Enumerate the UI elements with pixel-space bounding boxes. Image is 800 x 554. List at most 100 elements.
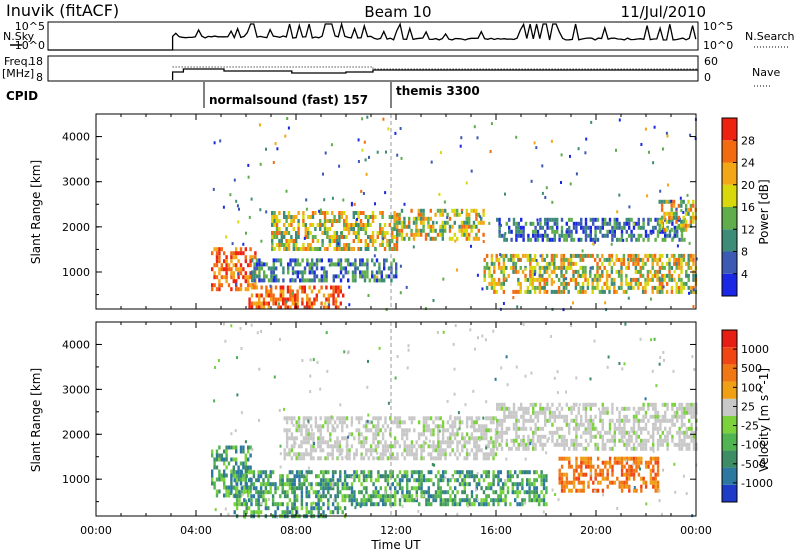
echo-cell — [451, 502, 454, 507]
echo-cell — [553, 261, 556, 266]
echo-cell — [623, 225, 626, 230]
echo-cell — [323, 247, 327, 251]
echo-cell — [331, 219, 334, 223]
echo-cell — [565, 438, 568, 443]
echo-cell — [311, 235, 315, 239]
echo-cell — [490, 253, 494, 258]
echo-cell — [274, 285, 278, 290]
echo-cell — [680, 418, 684, 423]
echo-cell — [535, 486, 538, 491]
echo-cell — [215, 449, 219, 454]
echo-cell — [410, 494, 414, 499]
echo-cell — [359, 270, 362, 275]
echo-cell — [675, 257, 678, 262]
echo-cell — [442, 470, 445, 475]
echo-cell — [425, 502, 428, 507]
echo-cell — [383, 231, 387, 235]
echo-cell — [258, 270, 261, 275]
echo-cell — [482, 452, 486, 457]
echo-cell — [494, 452, 498, 457]
echo-cell — [427, 502, 430, 507]
echo-cell — [591, 289, 594, 294]
echo-cell — [572, 438, 576, 443]
echo-cell — [625, 446, 628, 451]
echo-cell — [382, 474, 385, 479]
echo-cell — [524, 442, 528, 447]
echo-cell — [668, 233, 672, 238]
echo-cell — [410, 486, 414, 491]
echo-cell — [279, 337, 281, 341]
echo-cell — [656, 410, 660, 415]
echo-cell — [493, 285, 496, 290]
echo-cell — [432, 224, 435, 229]
echo-cell — [568, 464, 571, 469]
echo-cell — [644, 438, 648, 443]
echo-cell — [659, 418, 662, 423]
echo-cell — [405, 285, 408, 289]
echo-cell — [385, 150, 387, 154]
echo-cell — [336, 416, 339, 421]
echo-cell — [298, 285, 302, 290]
echo-cell — [390, 270, 393, 275]
echo-cell — [634, 257, 638, 262]
y-tick-label: 4000 — [62, 131, 90, 144]
echo-cell — [494, 490, 498, 495]
echo-cell — [622, 289, 626, 294]
echo-cell — [253, 266, 256, 271]
echo-cell — [646, 269, 650, 274]
echo-cell — [327, 490, 330, 495]
echo-cell — [616, 217, 619, 222]
echo-cell — [319, 424, 322, 429]
echo-cell — [319, 208, 322, 212]
echo-cell — [403, 202, 406, 206]
echo-cell — [262, 301, 266, 306]
echo-cell — [406, 494, 409, 499]
echo-cell — [420, 232, 423, 237]
echo-cell — [497, 502, 500, 507]
echo-cell — [328, 239, 331, 243]
echo-cell — [274, 486, 277, 491]
echo-cell — [634, 265, 638, 270]
echo-cell — [454, 239, 457, 243]
echo-cell — [589, 266, 592, 270]
echo-cell — [661, 277, 664, 282]
echo-cell — [364, 223, 367, 227]
echo-cell — [302, 243, 305, 247]
echo-cell — [570, 233, 573, 238]
echo-cell — [321, 243, 324, 247]
echo-cell — [374, 416, 378, 421]
echo-cell — [381, 432, 385, 437]
echo-cell — [225, 259, 228, 264]
echo-cell — [637, 225, 640, 230]
echo-cell — [456, 416, 459, 421]
echo-cell — [534, 237, 537, 242]
echo-cell — [443, 200, 446, 204]
echo-cell — [377, 474, 380, 479]
echo-cell — [514, 470, 517, 475]
echo-cell — [629, 277, 633, 282]
echo-cell — [475, 212, 478, 217]
echo-cell — [492, 440, 495, 445]
echo-cell — [500, 434, 504, 439]
echo-cell — [646, 273, 650, 278]
echo-cell — [300, 486, 304, 491]
echo-cell — [680, 446, 684, 451]
echo-cell — [288, 510, 292, 515]
echo-cell — [257, 502, 260, 507]
echo-cell — [232, 255, 235, 260]
echo-cell — [460, 224, 464, 229]
echo-cell — [562, 281, 566, 286]
echo-cell — [609, 431, 611, 435]
echo-cell — [412, 220, 416, 225]
echo-cell — [601, 426, 604, 431]
echo-cell — [429, 208, 432, 213]
echo-cell — [222, 322, 225, 326]
echo-cell — [235, 461, 238, 466]
echo-cell — [647, 464, 650, 469]
echo-cell — [319, 456, 322, 461]
echo-cell — [492, 470, 495, 475]
echo-cell — [688, 241, 691, 245]
echo-cell — [664, 414, 667, 419]
echo-cell — [644, 480, 648, 485]
echo-cell — [558, 237, 561, 242]
